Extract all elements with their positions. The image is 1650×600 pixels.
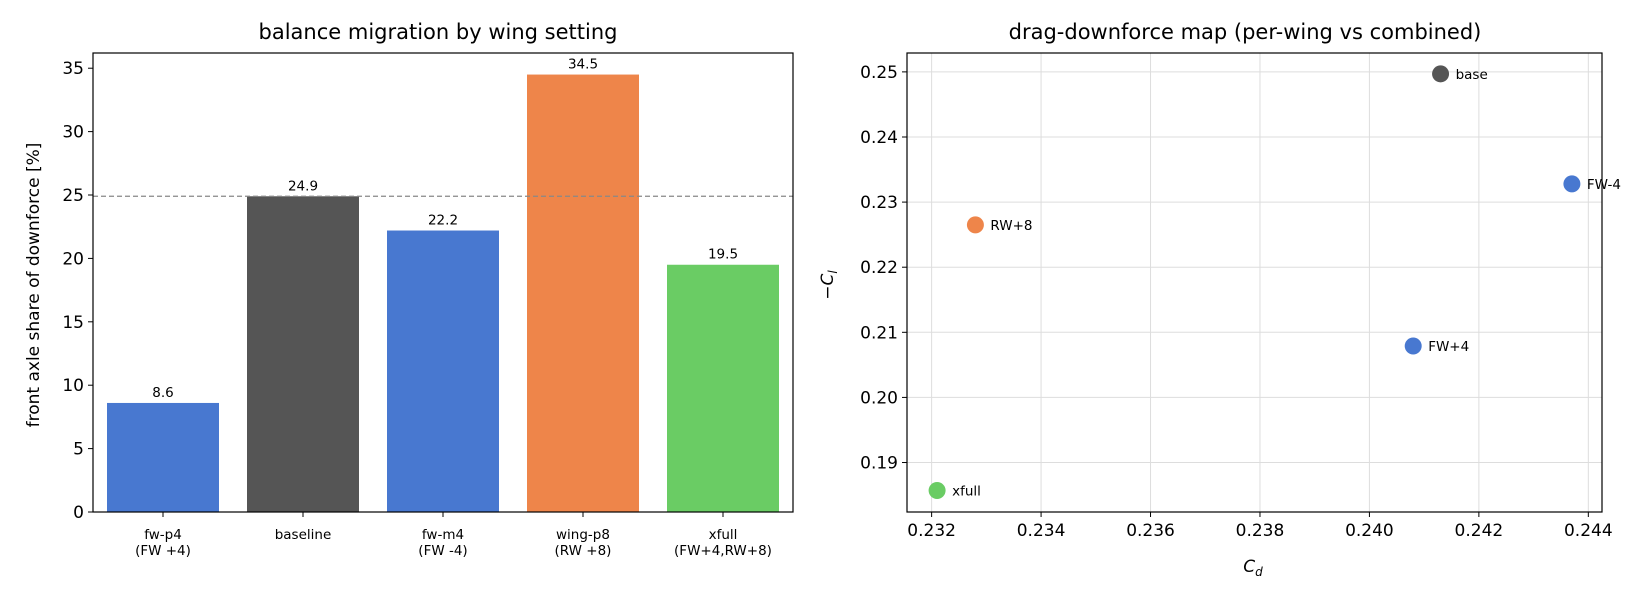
scatter-chart-title: drag-downforce map (per-wing vs combined… (1009, 20, 1482, 44)
bar-y-tick-label-5: 25 (62, 186, 84, 206)
bar-value-label-2: 22.2 (428, 213, 458, 229)
bar-1 (247, 196, 359, 513)
bar-2 (387, 230, 499, 513)
bar-value-label-1: 24.9 (288, 178, 318, 194)
scatter-point-label-1: FW-4 (1587, 177, 1621, 193)
bar-category-label-0-1: (FW +4) (135, 543, 191, 559)
bar-value-label-3: 34.5 (568, 57, 598, 73)
bar-category-label-4-1: (FW+4,RW+8) (674, 543, 772, 559)
scatter-point-2 (966, 216, 984, 234)
scatter-point-1 (1563, 175, 1581, 193)
scatter-x-tick-label-2: 0.236 (1126, 521, 1175, 541)
bar-y-tick-label-0: 0 (73, 503, 84, 523)
bar-category-label-2-1: (FW -4) (418, 543, 467, 559)
bar-chart-axes: fw-p4(FW +4)baseline fw-m4(FW -4)wing-p8(… (62, 52, 794, 559)
bar-0 (107, 402, 219, 512)
scatter-y-tick-label-3: 0.22 (860, 258, 898, 278)
scatter-x-tick-label-6: 0.244 (1564, 521, 1613, 541)
scatter-point-label-0: base (1456, 67, 1488, 83)
scatter-chart-panel: drag-downforce map (per-wing vs combined… (818, 20, 1621, 579)
scatter-y-tick-label-0: 0.19 (860, 454, 898, 474)
bar-chart-title: balance migration by wing setting (259, 20, 618, 44)
scatter-y-tick-label-5: 0.24 (860, 128, 898, 148)
scatter-x-tick-label-5: 0.242 (1455, 521, 1504, 541)
bar-value-label-4: 19.5 (708, 247, 738, 263)
bar-y-tick-label-7: 35 (62, 59, 84, 79)
scatter-chart-grid (907, 53, 1602, 512)
bar-category-label-2-0: fw-m4 (422, 527, 464, 543)
bar-chart-panel: balance migration by wing setting front … (24, 20, 794, 559)
bar-4 (667, 264, 779, 512)
scatter-chart-y-axis-label: −Cl (818, 270, 840, 300)
scatter-y-tick-label-4: 0.23 (860, 193, 898, 213)
bar-chart-y-axis-label: front axle share of downforce [%] (24, 143, 44, 428)
scatter-point-3 (1404, 337, 1422, 355)
scatter-point-label-3: FW+4 (1428, 339, 1469, 355)
scatter-point-label-4: xfull (952, 484, 981, 500)
bar-y-tick-label-2: 10 (62, 376, 84, 396)
bar-category-label-0-0: fw-p4 (144, 527, 182, 543)
bar-y-tick-label-6: 30 (62, 123, 84, 143)
bar-category-label-1-0: baseline (275, 527, 332, 543)
bar-chart-marks: 8.6 24.9 22.2 34.5 19.5 (93, 57, 793, 513)
scatter-y-tick-label-1: 0.20 (860, 388, 898, 408)
scatter-chart-frame (906, 52, 1603, 513)
scatter-x-tick-label-0: 0.232 (907, 521, 956, 541)
scatter-point-0 (1432, 65, 1450, 83)
scatter-chart-axes: 0.232 0.234 0.236 0.238 0.240 0.242 0.244 0.19 0… (860, 52, 1613, 541)
scatter-x-tick-label-1: 0.234 (1017, 521, 1066, 541)
bar-category-label-3-1: (RW +8) (555, 543, 612, 559)
bar-y-tick-label-4: 20 (62, 249, 84, 269)
scatter-x-tick-label-4: 0.240 (1345, 521, 1394, 541)
scatter-chart-marks: base FW-4 RW+8 FW+4 xfull (928, 65, 1621, 500)
bar-y-tick-label-3: 15 (62, 313, 84, 333)
bar-3 (527, 74, 639, 513)
scatter-point-4 (928, 482, 946, 500)
bar-category-label-4-0: xfull (709, 527, 738, 543)
bar-chart-frame (92, 52, 794, 513)
scatter-y-tick-label-2: 0.21 (860, 323, 898, 343)
bar-category-label-3-0: wing-p8 (556, 527, 610, 543)
scatter-x-tick-label-3: 0.238 (1236, 521, 1285, 541)
scatter-point-label-2: RW+8 (990, 218, 1032, 234)
bar-value-label-0: 8.6 (152, 385, 173, 401)
scatter-y-tick-label-6: 0.25 (860, 63, 898, 83)
bar-y-tick-label-1: 5 (73, 440, 84, 460)
scatter-chart-x-axis-label: Cd (1243, 557, 1263, 579)
